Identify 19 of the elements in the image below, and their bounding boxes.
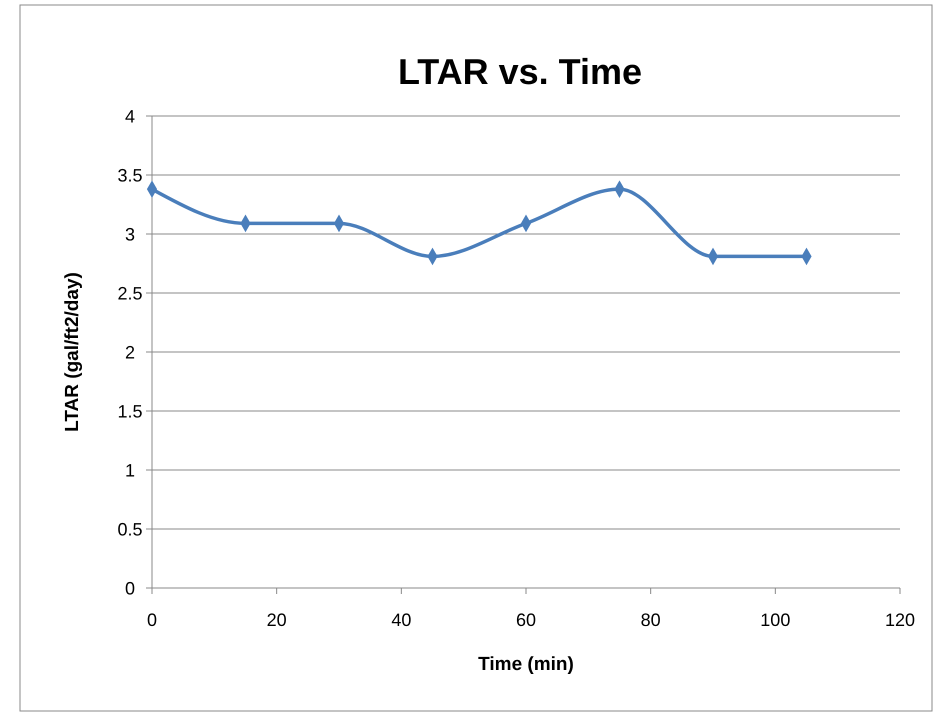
x-axis-title: Time (min): [478, 654, 574, 675]
y-tick-label: 2: [124, 342, 136, 362]
y-tick-label: 3.5: [117, 165, 143, 186]
x-tick-label: 60: [516, 610, 536, 630]
y-tick-label: 3: [124, 224, 136, 244]
x-tick-label: 80: [640, 610, 661, 630]
y-tick-label: 0.5: [117, 519, 143, 540]
chart-title: LTAR vs. Time: [398, 51, 642, 92]
x-tick-label: 40: [391, 610, 412, 630]
x-tick-label: 0: [146, 610, 158, 630]
y-tick-label: 0: [124, 578, 136, 598]
y-tick-label: 1: [124, 460, 136, 480]
x-tick-label: 20: [266, 610, 287, 630]
y-tick-label: 1.5: [117, 401, 143, 422]
y-tick-label: 4: [124, 106, 136, 126]
y-axis-title: LTAR (gal/ft2/day): [62, 272, 83, 432]
x-tick-label: 100: [760, 610, 790, 630]
y-tick-label: 2.5: [117, 283, 143, 304]
x-tick-label: 120: [884, 610, 916, 630]
